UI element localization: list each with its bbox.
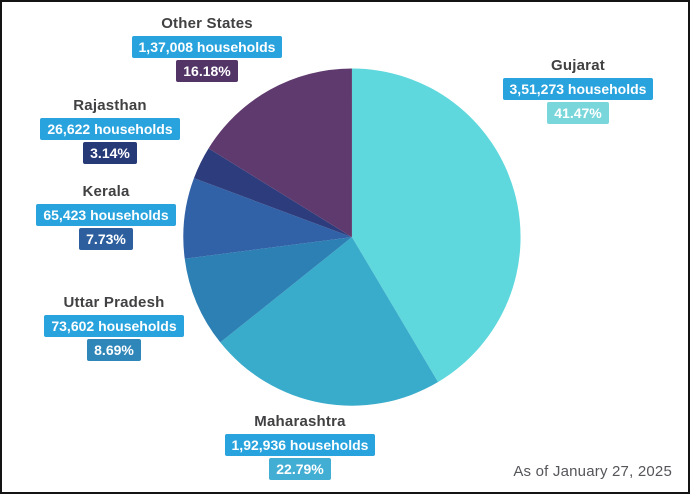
pie-slice-maharashtra [220, 237, 439, 406]
percent-badge: 16.18% [176, 60, 238, 82]
label-block-gujarat: Gujarat 3,51,273 households 41.47% [480, 58, 676, 124]
percent-badge: 8.69% [87, 339, 141, 361]
label-block-kerala: Kerala 65,423 households 7.73% [8, 184, 204, 250]
pie-slice-other-states [208, 68, 352, 238]
footnote-date: As of January 27, 2025 [513, 463, 672, 480]
state-name: Uttar Pradesh [63, 294, 165, 311]
percent-badge: 41.47% [547, 102, 609, 124]
households-badge: 1,37,008 households [131, 36, 283, 58]
percent-badge: 22.79% [269, 458, 331, 480]
state-name: Gujarat [551, 57, 605, 74]
state-name: Other States [161, 15, 253, 32]
households-badge: 73,602 households [44, 315, 184, 337]
state-name: Kerala [82, 183, 130, 200]
state-name: Maharashtra [254, 413, 346, 430]
households-badge: 1,92,936 households [224, 434, 376, 456]
label-block-uttar-pradesh: Uttar Pradesh 73,602 households 8.69% [14, 295, 214, 361]
percent-badge: 7.73% [79, 228, 133, 250]
label-block-rajasthan: Rajasthan 26,622 households 3.14% [12, 98, 208, 164]
pie-slice-rajasthan [193, 148, 352, 238]
percent-badge: 3.14% [83, 142, 137, 164]
households-badge: 3,51,273 households [502, 78, 654, 100]
pie-slice-uttar-pradesh [184, 237, 352, 343]
pie-slice-kerala [183, 178, 352, 259]
households-badge: 26,622 households [40, 118, 180, 140]
label-block-maharashtra: Maharashtra 1,92,936 households 22.79% [194, 414, 406, 480]
households-badge: 65,423 households [36, 204, 176, 226]
state-name: Rajasthan [73, 97, 147, 114]
pie-slice-gujarat [351, 68, 521, 383]
label-block-other-states: Other States 1,37,008 households 16.18% [106, 16, 308, 82]
